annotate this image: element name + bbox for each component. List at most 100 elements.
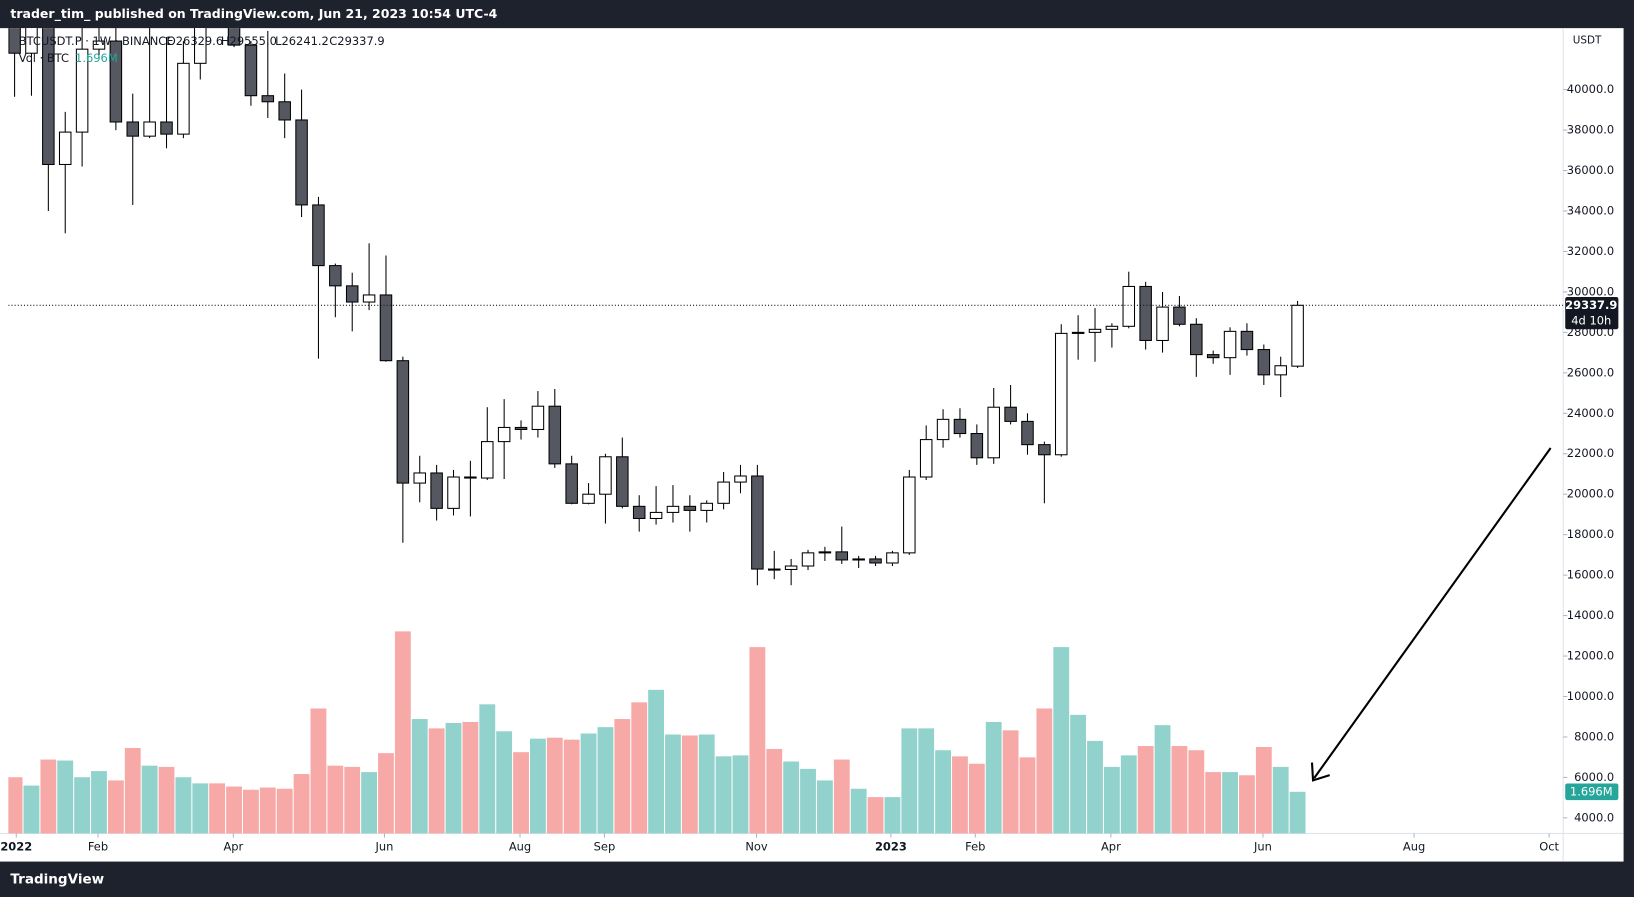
y-tick-label: 34000.0 — [1567, 204, 1614, 218]
x-tick-label: Aug — [1403, 839, 1425, 853]
candle-body — [886, 552, 899, 564]
volume-bar — [1070, 714, 1087, 834]
candle-body — [25, 28, 38, 54]
countdown-label: 4d 10h — [1571, 313, 1611, 327]
volume-bar — [310, 708, 327, 834]
volume-bar — [243, 789, 259, 834]
volume-bar — [40, 759, 57, 834]
volume-bar — [124, 748, 141, 834]
volume-bar — [732, 755, 749, 834]
volume-bar — [293, 774, 310, 834]
volume-bar — [698, 734, 715, 834]
ohlc-label: C29337.9 — [329, 34, 384, 48]
header-text: trader_tim_ published on TradingView.com… — [10, 6, 497, 22]
y-tick-label: 6000.0 — [1574, 770, 1614, 784]
candle-body — [582, 493, 595, 504]
volume-bar — [226, 786, 242, 834]
y-tick-label: 12000.0 — [1567, 649, 1614, 663]
candle-body — [1071, 331, 1085, 334]
x-tick-label: Feb — [88, 839, 108, 853]
volume-bar — [1171, 746, 1188, 834]
candle-body — [818, 551, 832, 554]
candle-body — [75, 48, 89, 133]
volume-bar — [597, 727, 614, 834]
volume-bar — [141, 765, 158, 834]
axes-layer: 4000.0 6000.0 8000.0 10000.0 12000.0 14000.0 1… — [0, 82, 1619, 853]
y-tick-label: 22000.0 — [1567, 446, 1614, 460]
annotation-arrow — [1313, 447, 1552, 779]
brand: TradingView — [10, 871, 104, 887]
ohlc-label: H29555.0 — [221, 34, 277, 48]
currency-label: USDT — [1573, 35, 1602, 47]
price-badge — [1565, 296, 1619, 330]
candle-body — [801, 552, 815, 567]
candle-body — [58, 131, 72, 165]
volume-bar — [462, 721, 479, 834]
candle-body — [903, 476, 916, 554]
volume-bar — [428, 728, 445, 834]
volume-bar — [766, 748, 783, 834]
x-tick-label: Aug — [509, 839, 531, 853]
volume-bar — [631, 702, 648, 834]
volume-bar — [867, 797, 884, 834]
y-tick-label: 20000.0 — [1567, 487, 1614, 501]
candle-body — [447, 476, 460, 509]
volume-bar — [563, 739, 580, 834]
candle-body — [1139, 285, 1152, 341]
volume-bar — [1188, 750, 1205, 834]
candle-layer — [8, 28, 1564, 586]
candle-body — [1038, 444, 1051, 456]
volume-badge-label: 1.696M — [1570, 784, 1613, 798]
candle-body — [126, 121, 140, 137]
candle-body — [430, 472, 443, 509]
candle-body — [565, 463, 578, 504]
candle-body — [717, 481, 730, 504]
candle-body — [1240, 330, 1254, 351]
volume-bar — [783, 761, 800, 834]
candle-body — [616, 456, 629, 507]
candle-body — [784, 565, 798, 570]
volume-bar — [529, 738, 546, 834]
candle-body — [1105, 325, 1119, 330]
candle-body — [852, 558, 865, 561]
candle-body — [767, 568, 781, 571]
volume-bar — [411, 719, 428, 834]
volume-bar — [158, 766, 175, 834]
x-tick-label: 2023 — [875, 839, 907, 853]
candle-body — [1004, 406, 1017, 422]
candle-body — [1156, 306, 1169, 341]
candle-body — [1190, 323, 1203, 356]
volume-bar — [1087, 740, 1103, 834]
volume-bar — [715, 756, 732, 834]
volume-bar — [833, 759, 850, 834]
x-tick-label: Nov — [745, 839, 768, 853]
volume-bar — [800, 768, 816, 834]
volume-bar — [1036, 708, 1053, 834]
candle-body — [345, 285, 359, 303]
symbol-label: BTCUSDT.P · 1W · BINANCE — [19, 34, 174, 48]
candle-body — [599, 456, 612, 495]
volume-bar — [192, 783, 209, 834]
x-tick-label: Jun — [375, 839, 394, 853]
candle-body — [1223, 330, 1237, 359]
candle-body — [109, 40, 123, 123]
candle-body — [548, 405, 562, 465]
candle-body — [1274, 365, 1287, 376]
volume-layer — [8, 631, 1306, 834]
candle-body — [970, 432, 984, 459]
candle-body — [295, 119, 308, 206]
volume-bar — [1053, 647, 1070, 834]
candle-body — [953, 418, 967, 435]
candle-body — [632, 505, 646, 520]
volume-bar — [1255, 747, 1272, 834]
candle-body — [1257, 349, 1271, 376]
volume-bar — [816, 780, 833, 834]
candle-body — [531, 405, 545, 430]
x-tick-label: Apr — [223, 839, 243, 853]
candle-body — [936, 418, 950, 441]
ohlc-label: O26329.6 — [167, 34, 223, 48]
volume-bar — [614, 719, 631, 834]
candle-body — [177, 62, 190, 135]
volume-bar — [107, 780, 124, 834]
